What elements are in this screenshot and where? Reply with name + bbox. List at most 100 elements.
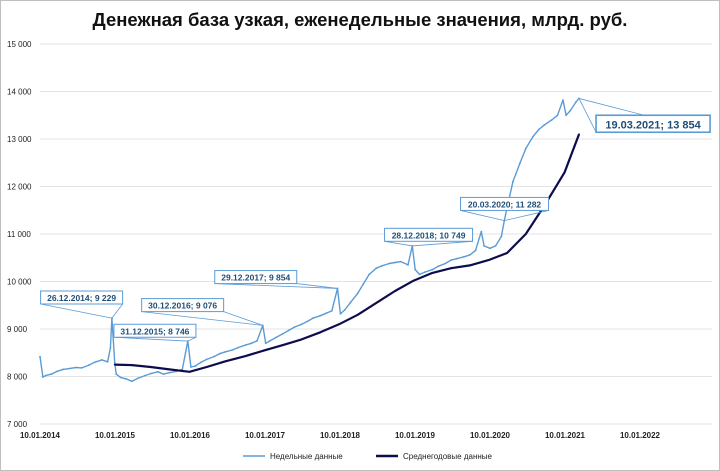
weekly-data-point [39,355,41,358]
weekly-data-point [93,361,96,364]
annotation-leader [214,283,338,289]
weekly-data-point [250,342,253,345]
x-tick-label: 10.01.2015 [95,431,136,440]
weekly-data-point [269,340,271,342]
weekly-data-point [312,317,314,319]
annual-data-point [450,267,452,270]
weekly-data-point [136,377,139,380]
x-tick-label: 10.01.2021 [545,431,586,440]
annual-data-point [113,363,116,366]
weekly-data-point [489,247,491,250]
weekly-data-point [537,128,540,131]
x-tick-label: 10.01.2022 [620,431,661,440]
y-tick-label: 9 000 [7,325,28,334]
annotation-leader [578,98,597,133]
annual-data-point [578,133,580,136]
x-tick-label: 10.01.2016 [170,431,211,440]
chart-title: Денежная база узкая, еженедельные значен… [92,9,628,30]
weekly-data-point [44,374,47,377]
weekly-data-point [256,340,258,342]
annotation-label: 26.12.2014; 9 229 [47,293,116,303]
weekly-data-point [306,320,309,323]
weekly-data-point [80,367,83,369]
weekly-data-point [368,273,371,276]
annual-data-point [394,290,396,292]
weekly-data-point [562,99,564,101]
x-tick-label: 10.01.2020 [470,431,511,440]
annotation-box [460,196,550,211]
weekly-data-point [62,368,64,371]
annotation-leader [141,311,263,326]
annual-data-point [149,366,152,368]
weekly-data-point [190,366,192,368]
y-tick-label: 11 000 [7,230,31,239]
annual-data-point [319,331,322,334]
weekly-data-point [480,230,483,233]
weekly-data-point [282,332,284,335]
annual-data-point [468,264,471,267]
weekly-data-point [213,355,215,358]
weekly-data-point [483,245,485,247]
annual-data-point [356,313,359,316]
weekly-data-point [325,312,327,315]
weekly-data-point [519,161,521,164]
weekly-data-point [264,342,267,345]
weekly-data-point [575,101,577,103]
annotation-leader [187,336,197,342]
weekly-data-point [144,374,146,377]
weekly-data-point [394,261,396,264]
annotation-leader [460,210,505,221]
annual-data-point [338,323,340,326]
annual-data-point [431,272,434,274]
weekly-data-point [512,180,514,183]
weekly-data-point [455,257,458,260]
weekly-data-point [244,344,247,346]
annotation-leader [113,336,188,342]
annual-data-point [524,233,527,235]
y-tick-label: 10 000 [7,278,32,287]
weekly-data-point [75,366,77,369]
weekly-data-point [500,235,503,238]
annual-data-point [188,370,191,373]
weekly-data-point [550,119,553,121]
annotation-label: 20.03.2020; 11 282 [468,199,542,209]
weekly-data-point [362,283,365,285]
weekly-data-point [339,312,342,315]
annual-data-point [263,349,266,352]
weekly-data-point [444,262,447,265]
weekly-data-point [109,347,112,349]
weekly-data-point [119,376,122,379]
x-tick-label: 10.01.2018 [320,431,361,440]
y-tick-label: 13 000 [7,135,32,144]
weekly-data-point [319,314,322,317]
weekly-data-point [237,346,240,349]
weekly-data-point [556,114,559,117]
annotation-label: 19.03.2021; 13 854 [605,119,701,131]
weekly-data-point [375,267,378,270]
annotation-box [141,298,225,313]
annotation-box [113,323,197,338]
annual-data-point [412,279,415,282]
annotation-label: 28.12.2018; 10 749 [392,230,466,240]
x-tick-label: 10.01.2019 [395,431,436,440]
annual-data-point [205,366,208,368]
annotation-leader [111,303,123,319]
weekly-data-point [88,364,90,366]
weekly-data-point [565,114,567,117]
weekly-data-point [437,265,440,268]
weekly-data-point [287,329,290,332]
weekly-data-point [356,292,359,295]
weekly-data-point [162,373,165,375]
weekly-data-point [424,271,427,273]
annual-data-point [244,355,247,357]
weekly-data-point [205,358,208,361]
y-tick-label: 8 000 [7,373,28,382]
x-tick-label: 10.01.2014 [20,431,61,440]
weekly-data-point [218,352,221,355]
legend-annual-label: Среднегодовые данные [403,452,493,461]
weekly-data-point [293,326,296,328]
weekly-data-point [274,336,277,339]
weekly-data-point [450,259,452,261]
weekly-data-point [200,361,202,364]
